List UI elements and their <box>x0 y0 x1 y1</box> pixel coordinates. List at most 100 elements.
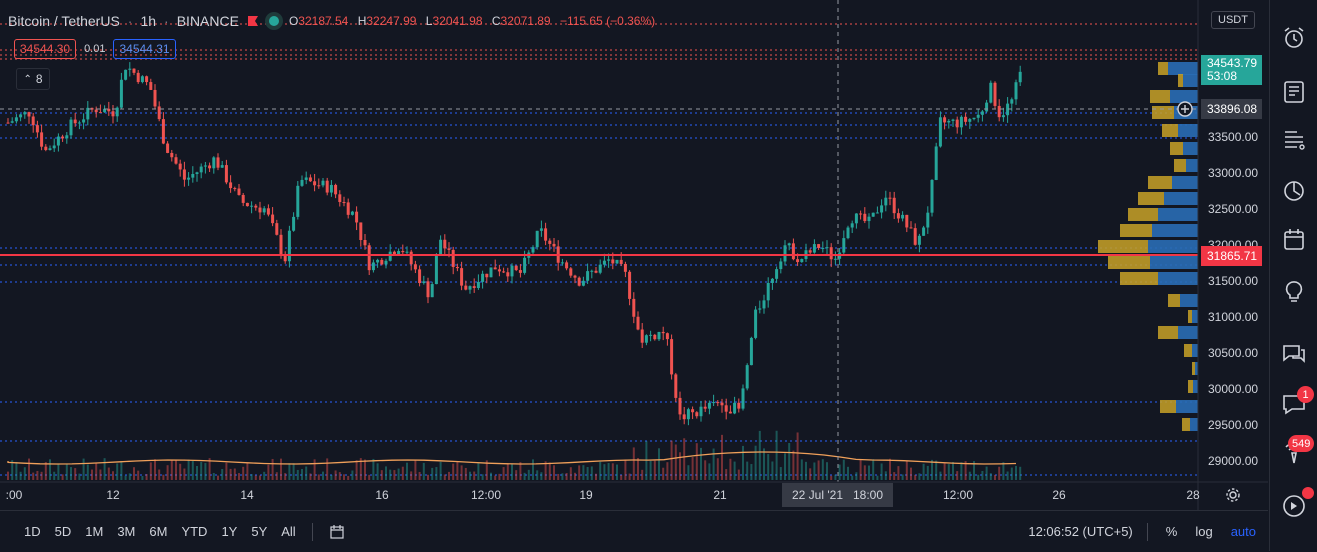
volume-bar <box>834 474 837 480</box>
range-1m-button[interactable]: 1M <box>85 524 104 539</box>
candle-body <box>968 119 972 122</box>
candle-body <box>10 121 14 123</box>
volume-bar <box>821 459 824 480</box>
candle-body <box>812 244 816 253</box>
candle-body <box>254 205 258 208</box>
sell-button[interactable]: 34544.30 <box>14 39 77 59</box>
auto-toggle[interactable]: auto <box>1230 524 1256 539</box>
exchange-label: BINANCE <box>176 13 239 29</box>
status-dot <box>1302 487 1314 499</box>
volume-bar <box>23 467 26 480</box>
volume-bar <box>78 473 81 480</box>
candle-body <box>560 262 564 264</box>
candle-body <box>943 117 947 123</box>
x-tick-label: 28 <box>1186 488 1200 502</box>
candle-body <box>951 119 955 121</box>
volume-bar <box>473 471 476 480</box>
volume-bar <box>847 466 849 480</box>
volume-bar <box>242 466 245 480</box>
buy-button[interactable]: 34544.31 <box>113 39 176 59</box>
volume-bar <box>99 469 102 480</box>
alert-price-label[interactable]: 31865.71 <box>1201 246 1262 266</box>
chat-icon[interactable] <box>1280 340 1308 368</box>
bottom-toolbar: 1D 5D 1M 3M 6M YTD 1Y 5Y All 12:06:52 (U… <box>0 510 1268 552</box>
indicators-toggle[interactable]: ⌃ 8 <box>16 68 50 90</box>
candle-body <box>846 227 850 239</box>
candle-body <box>115 107 119 117</box>
volume-bar <box>515 470 518 480</box>
volume-bar <box>124 475 127 480</box>
flag-icon[interactable] <box>247 15 259 27</box>
percent-toggle[interactable]: % <box>1165 524 1178 539</box>
range-3m-button[interactable]: 3M <box>117 524 136 539</box>
volume-bar <box>296 469 299 480</box>
volume-bar <box>981 470 984 480</box>
volume-bar <box>1006 471 1009 480</box>
volume-bar <box>632 447 635 480</box>
candle-body <box>598 264 602 273</box>
candle-body <box>720 402 724 406</box>
volume-bar <box>439 461 442 480</box>
volume-bar <box>523 472 526 480</box>
range-all-button[interactable]: All <box>281 524 296 539</box>
currency-button[interactable]: USDT <box>1211 11 1255 29</box>
candle-body <box>1010 99 1014 104</box>
volume-bar <box>372 458 375 480</box>
y-tick-label: 33000.00 <box>1208 166 1259 180</box>
candle-body <box>397 251 401 255</box>
interval-label[interactable]: 1h <box>140 13 157 29</box>
volume-bar <box>1010 467 1013 480</box>
candle-body <box>98 112 102 114</box>
range-5y-button[interactable]: 5Y <box>251 524 268 539</box>
volume-profile-bar <box>1178 124 1198 137</box>
volume-bar <box>653 460 656 480</box>
range-1d-button[interactable]: 1D <box>24 524 41 539</box>
volume-bar <box>863 465 866 480</box>
volume-profile-bar <box>1168 62 1198 75</box>
hotlist-icon[interactable] <box>1280 176 1308 204</box>
candle-body <box>703 406 707 409</box>
candle-body <box>871 212 875 217</box>
candle-body <box>405 251 409 253</box>
chart-canvas[interactable] <box>0 0 1268 551</box>
candle-body <box>401 251 405 253</box>
candle-body <box>266 208 270 215</box>
market-status-icon[interactable] <box>268 16 279 26</box>
calendar-icon[interactable] <box>1280 226 1308 254</box>
volume-bar <box>191 461 194 480</box>
candle-body <box>296 185 300 217</box>
symbol-header: Bitcoin / TetherUS · 1h · BINANCE O32187… <box>8 8 661 34</box>
candle-body <box>842 238 846 253</box>
candle-body <box>888 197 892 199</box>
news-icon[interactable] <box>1280 126 1308 154</box>
volume-bar <box>275 472 278 480</box>
volume-bar <box>254 475 257 480</box>
volume-bar <box>263 471 266 480</box>
candle-body <box>909 227 913 229</box>
help-icon[interactable] <box>1280 492 1308 520</box>
volume-bar <box>624 459 627 480</box>
clock-time[interactable]: 12:06:52 (UTC+5) <box>1028 524 1133 539</box>
candle-body <box>376 259 380 263</box>
ideas-icon[interactable] <box>1280 278 1308 306</box>
range-1y-button[interactable]: 1Y <box>221 524 238 539</box>
settings-gear-icon[interactable] <box>1225 487 1241 503</box>
candle-body <box>938 117 942 147</box>
range-5d-button[interactable]: 5D <box>54 524 72 539</box>
date-range-icon[interactable] <box>329 524 345 540</box>
volume-bar <box>460 465 463 480</box>
volume-bar <box>376 463 379 480</box>
volume-bar <box>452 463 455 480</box>
candle-body <box>506 272 510 277</box>
candle-body <box>27 112 31 117</box>
candle-body <box>367 245 371 271</box>
log-toggle[interactable]: log <box>1195 524 1213 539</box>
candle-body <box>241 194 245 203</box>
symbol-name[interactable]: Bitcoin / TetherUS <box>8 13 120 29</box>
watchlist-icon[interactable] <box>1280 78 1308 106</box>
volume-bar <box>259 475 261 480</box>
volume-profile-bar <box>1180 294 1198 307</box>
alarm-clock-icon[interactable] <box>1280 24 1308 52</box>
range-6m-button[interactable]: 6M <box>149 524 168 539</box>
range-ytd-button[interactable]: YTD <box>181 524 208 539</box>
